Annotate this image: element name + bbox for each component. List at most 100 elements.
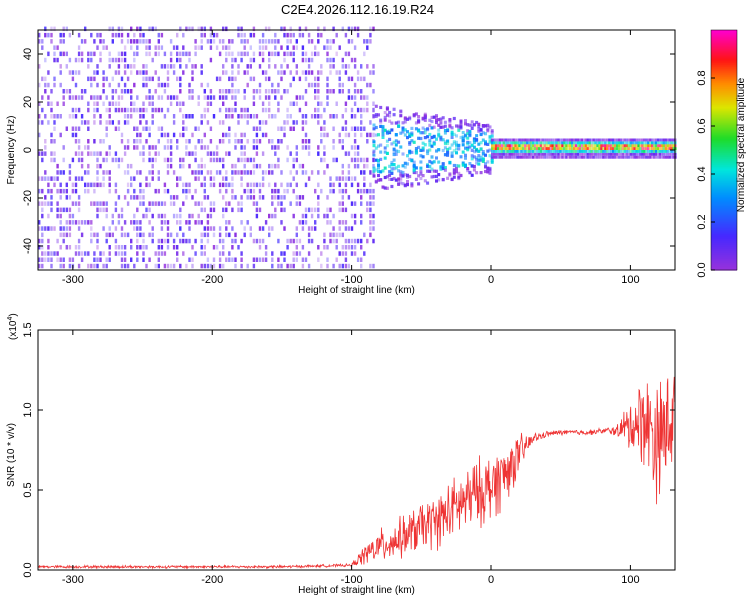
spectrogram-cell <box>623 138 626 142</box>
spectrogram-cell <box>621 138 624 142</box>
colorbar-segment <box>711 222 737 225</box>
spectrogram-cell <box>310 51 314 57</box>
spectrogram-cell <box>280 70 283 75</box>
spectrogram-cell <box>461 150 465 154</box>
spectrogram-cell <box>228 107 231 113</box>
spectrogram-cell <box>169 139 173 144</box>
spectrogram-cell <box>588 150 591 153</box>
spectrogram-cell <box>377 169 380 173</box>
spectrogram-cell <box>649 147 652 150</box>
spectrogram-cell <box>274 39 277 44</box>
spectrogram-cell <box>423 114 427 118</box>
spectrogram-cell <box>329 57 332 63</box>
spectrogram-cell <box>397 169 401 173</box>
spectrogram-cell <box>102 139 105 144</box>
spectrogram-cell <box>672 150 675 153</box>
spectrogram-cell <box>274 213 277 219</box>
spectrogram-cell <box>516 155 519 159</box>
spectrogram-cell <box>578 150 581 153</box>
spectrogram-cell <box>142 114 145 119</box>
spectrogram-y-tick-label: 20 <box>22 96 34 108</box>
spectrogram-cell <box>157 176 160 181</box>
spectrogram-cell <box>145 95 148 100</box>
spectrogram-cell <box>381 185 385 189</box>
spectrogram-cell <box>268 76 271 82</box>
colorbar-segment <box>711 158 737 161</box>
spectrogram-cell <box>576 144 580 148</box>
spectrogram-cell <box>576 155 580 159</box>
spectrogram-cell <box>363 188 366 194</box>
spectrogram-cell <box>623 141 626 145</box>
spectrogram-cell <box>304 51 308 57</box>
spectrogram-cell <box>668 152 671 156</box>
spectrogram-cell <box>565 141 568 145</box>
spectrogram-cell <box>594 152 597 156</box>
spectrogram-cell <box>323 145 326 150</box>
spectrogram-cell <box>99 114 102 119</box>
spectrogram-cell <box>225 257 228 262</box>
spectrogram-cell <box>668 138 671 142</box>
spectrogram-cell <box>203 107 206 113</box>
spectrogram-cell <box>588 138 591 142</box>
spectrogram-cell <box>567 147 570 150</box>
spectrogram-cell <box>172 195 176 200</box>
spectrogram-cell <box>606 144 609 148</box>
spectrogram-cell <box>403 120 407 124</box>
spectrogram-cell <box>586 150 589 153</box>
spectrogram-cell <box>145 126 148 131</box>
spectrogram-cell <box>117 245 121 250</box>
spectrogram-cell <box>472 138 476 142</box>
spectrogram-cell <box>484 165 487 169</box>
spectrogram-cell <box>323 238 326 244</box>
spectrogram-cell <box>191 151 194 156</box>
spectrogram-cell <box>541 152 544 156</box>
spectrogram-cell <box>179 238 182 244</box>
spectrogram-cell <box>670 155 673 159</box>
spectrogram-cell <box>479 171 483 175</box>
spectrogram-cell <box>623 150 626 153</box>
spectrogram-cell <box>246 51 249 57</box>
spectrogram-cell <box>280 170 283 175</box>
spectrogram-cell <box>182 51 185 57</box>
spectrogram-cell <box>176 251 179 256</box>
spectrogram-cell <box>234 76 237 82</box>
spectrogram-cell <box>320 132 323 138</box>
spectrogram-cell <box>356 163 360 169</box>
spectrogram-cell <box>532 147 535 150</box>
colorbar-tick-label: 0.0 <box>696 262 708 277</box>
spectrogram-cell <box>372 123 376 127</box>
spectrogram-cell <box>388 170 392 174</box>
spectrogram-cell <box>304 145 308 150</box>
spectrogram-cell <box>452 141 456 145</box>
spectrogram-cell <box>360 120 363 125</box>
spectrogram-cell <box>350 95 354 100</box>
spectrogram-cell <box>114 70 118 75</box>
spectrogram-cell <box>188 151 191 156</box>
spectrogram-cell <box>71 213 75 219</box>
spectrogram-cell <box>231 51 234 57</box>
spectrogram-cell <box>114 245 118 250</box>
spectrogram-cell <box>518 144 521 148</box>
spectrogram-x-axis-label: Height of straight line (km) <box>298 285 415 296</box>
spectrogram-cell <box>441 177 445 182</box>
colorbar-segment <box>711 186 737 189</box>
spectrogram-cell <box>53 51 56 57</box>
spectrogram-cell <box>383 146 387 150</box>
spectrogram-cell <box>338 70 341 75</box>
spectrogram-cell <box>649 144 652 148</box>
spectrogram-cell <box>574 155 578 159</box>
spectrogram-cell <box>172 238 176 244</box>
spectrogram-cell <box>108 170 111 175</box>
spectrogram-cell <box>347 245 351 250</box>
spectrogram-cell <box>41 151 44 156</box>
spectrogram-cell <box>419 170 423 174</box>
spectrogram-cell <box>647 152 650 156</box>
colorbar-segment <box>711 202 737 205</box>
spectrogram-cell <box>604 155 607 159</box>
spectrogram-cell <box>292 163 295 169</box>
colorbar-segment <box>711 224 737 227</box>
spectrogram-cell <box>114 89 118 94</box>
colorbar-segment <box>711 146 737 149</box>
spectrogram-cell <box>111 220 114 225</box>
spectrogram-cell <box>68 70 72 75</box>
